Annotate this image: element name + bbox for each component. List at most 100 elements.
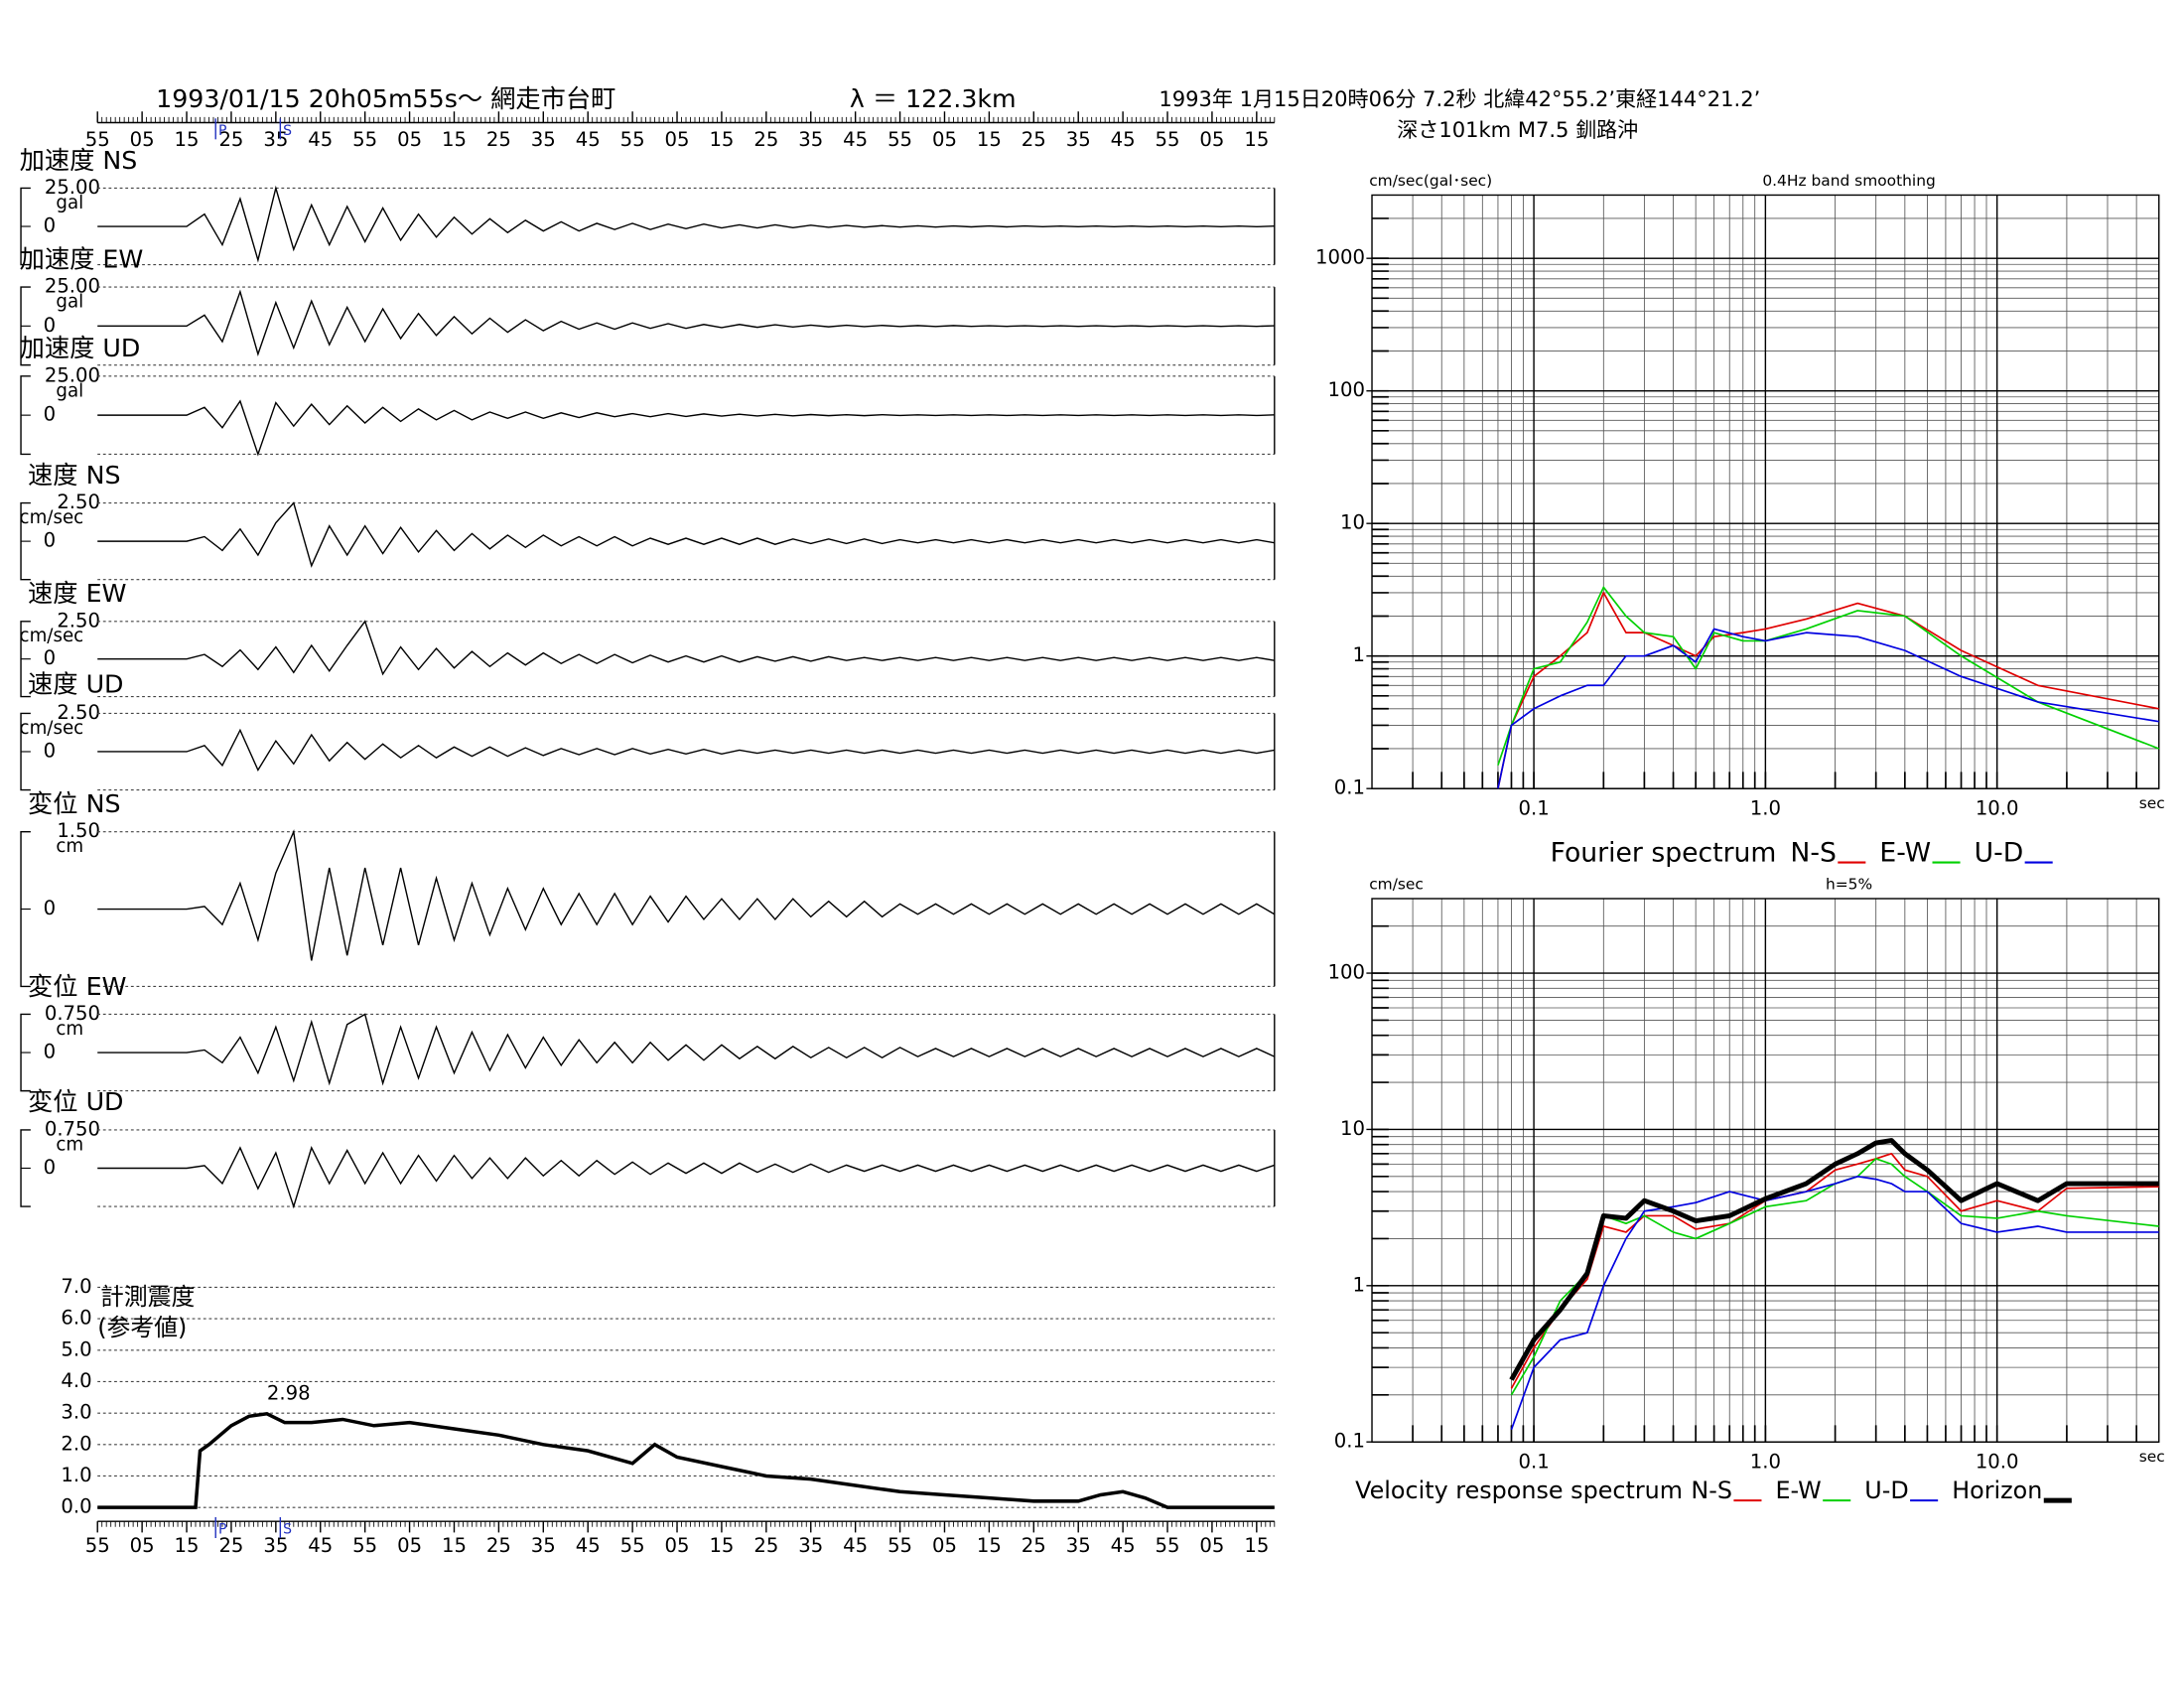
legend-label: U-D bbox=[1975, 838, 2024, 869]
intensity-annotation: 2.98 bbox=[267, 1382, 311, 1405]
y-tick-label: 5.0 bbox=[61, 1337, 91, 1360]
time-tick-label: 05 bbox=[1199, 1534, 1224, 1557]
waveform bbox=[97, 185, 1275, 263]
y-tick-label: 0 bbox=[44, 214, 56, 237]
y-tick-label: 2.50 bbox=[57, 491, 100, 513]
trace-title: 速度 NS bbox=[28, 461, 120, 490]
time-tick-label: 55 bbox=[1156, 1534, 1180, 1557]
waveform bbox=[97, 1146, 1276, 1209]
time-tick-label: 05 bbox=[1199, 128, 1224, 151]
legend-title: Fourier spectrum bbox=[1551, 838, 1777, 869]
trace-title: 速度 UD bbox=[28, 669, 123, 698]
trace-bracket bbox=[20, 286, 31, 366]
y-tick-label: 3.0 bbox=[61, 1401, 91, 1424]
waveform bbox=[97, 289, 1275, 356]
trace-unit: cm/sec bbox=[20, 626, 84, 646]
y-tick-label: 100 bbox=[1328, 961, 1365, 984]
y-tick-label: 1000 bbox=[1315, 246, 1365, 269]
phase-label: P bbox=[218, 123, 226, 139]
time-tick-label: 15 bbox=[709, 128, 734, 151]
y-tick-label: 0 bbox=[44, 529, 56, 552]
x-tick-label: 0.1 bbox=[1518, 797, 1549, 820]
y-tick-label: 2.50 bbox=[57, 609, 100, 632]
event-info: 1993年 1月15日20時06分 7.2秒 北緯42°55.2’東経144°2… bbox=[1159, 86, 1760, 111]
time-tick-label: 35 bbox=[798, 128, 823, 151]
time-tick-label: 55 bbox=[352, 128, 377, 151]
legend-title: Velocity response spectrum bbox=[1355, 1477, 1683, 1504]
waveform bbox=[97, 1013, 1276, 1086]
legend-label: E-W bbox=[1775, 1477, 1821, 1504]
trace-unit: gal bbox=[56, 380, 83, 401]
time-tick-label: 55 bbox=[887, 1534, 912, 1557]
y-tick-label: 0.750 bbox=[45, 1117, 100, 1140]
time-tick-label: 25 bbox=[218, 1534, 243, 1557]
legend-label: E-W bbox=[1879, 838, 1931, 869]
trace-unit: cm/sec bbox=[20, 507, 84, 528]
trace-bracket bbox=[20, 712, 31, 791]
intensity-line bbox=[97, 1411, 1275, 1509]
time-tick-label: 55 bbox=[85, 1534, 110, 1557]
y-tick-label: 0 bbox=[44, 1156, 56, 1179]
time-tick-label: 15 bbox=[1244, 1534, 1269, 1557]
time-tick-label: 25 bbox=[753, 1534, 778, 1557]
time-tick-label: 55 bbox=[352, 1534, 377, 1557]
time-tick-label: 15 bbox=[977, 128, 1002, 151]
x-tick-label: 10.0 bbox=[1976, 1451, 2019, 1474]
y-tick-label: 2.0 bbox=[61, 1432, 91, 1455]
spectrum-line bbox=[1497, 586, 2160, 766]
trace-title: 速度 EW bbox=[28, 579, 126, 608]
y-tick-label: 1 bbox=[1353, 1273, 1366, 1296]
y-tick-label: 0.0 bbox=[61, 1495, 91, 1518]
y-tick-label: 1 bbox=[1353, 643, 1366, 666]
time-tick-label: 45 bbox=[308, 1534, 333, 1557]
time-tick-label: 55 bbox=[1156, 128, 1180, 151]
time-tick-label: 25 bbox=[1022, 128, 1046, 151]
spectrum-line bbox=[1510, 1175, 2159, 1431]
time-tick-label: 45 bbox=[576, 1534, 601, 1557]
event-info-2: 深さ101km M7.5 釧路沖 bbox=[1397, 117, 1638, 142]
distance: λ ＝ 122.3km bbox=[850, 84, 1017, 113]
y-tick-label: 0 bbox=[44, 897, 56, 919]
y-tick-label: 25.00 bbox=[45, 363, 100, 386]
y-tick-label: 0 bbox=[44, 739, 56, 762]
x-tick-label: 1.0 bbox=[1750, 1451, 1781, 1474]
time-tick-label: 05 bbox=[397, 128, 422, 151]
trace-bracket bbox=[20, 375, 31, 456]
y-tick-label: 0.750 bbox=[45, 1002, 100, 1025]
time-tick-label: 55 bbox=[620, 128, 645, 151]
trace-title: 加速度 UD bbox=[20, 334, 141, 362]
y-tick-label: 10 bbox=[1340, 511, 1365, 534]
y-tick-label: 6.0 bbox=[61, 1307, 91, 1330]
time-tick-label: 55 bbox=[887, 128, 912, 151]
time-tick-label: 15 bbox=[709, 1534, 734, 1557]
time-tick-label: 15 bbox=[442, 128, 467, 151]
time-tick-label: 05 bbox=[665, 128, 690, 151]
time-tick-label: 25 bbox=[486, 1534, 511, 1557]
spectrum-line bbox=[1497, 628, 2159, 789]
y-tick-label: 1.0 bbox=[61, 1464, 91, 1486]
y-tick-label: 100 bbox=[1328, 378, 1365, 401]
trace-bracket bbox=[20, 1129, 31, 1207]
y-axis-unit: cm/sec(gal･sec) bbox=[1369, 172, 1492, 190]
legend-label: N-S bbox=[1790, 838, 1836, 869]
time-tick-label: 55 bbox=[620, 1534, 645, 1557]
trace-title: 変位 UD bbox=[28, 1087, 123, 1116]
time-tick-label: 45 bbox=[308, 128, 333, 151]
time-tick-label: 45 bbox=[576, 128, 601, 151]
y-axis-unit: cm/sec bbox=[1369, 875, 1424, 893]
time-tick-label: 15 bbox=[442, 1534, 467, 1557]
x-tick-label: 0.1 bbox=[1518, 1451, 1549, 1474]
x-tick-label: 10.0 bbox=[1976, 797, 2019, 820]
waveform bbox=[97, 620, 1275, 676]
x-axis-unit: sec bbox=[2139, 1448, 2165, 1466]
time-tick-label: 05 bbox=[130, 1534, 155, 1557]
trace-title: 変位 NS bbox=[28, 789, 120, 818]
time-tick-label: 05 bbox=[130, 128, 155, 151]
time-tick-label: 35 bbox=[531, 1534, 556, 1557]
time-tick-label: 05 bbox=[932, 128, 957, 151]
y-tick-label: 2.50 bbox=[57, 701, 100, 724]
time-tick-label: 25 bbox=[1022, 1534, 1046, 1557]
